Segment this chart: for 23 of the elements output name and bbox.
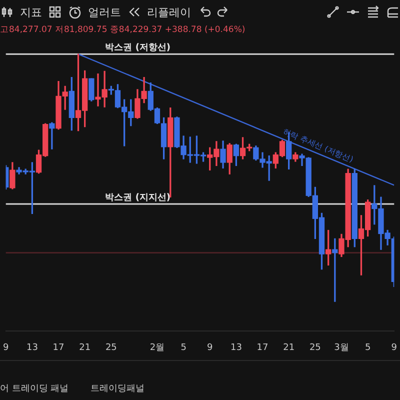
text: 고84,277.07 저81,809.75 종84,229.37 +388.78 (+0.46%) bbox=[0, 24, 246, 36]
text: 지표 bbox=[20, 4, 42, 20]
text: 리플레이 bbox=[147, 4, 191, 20]
x-tick-label: 2월 bbox=[150, 342, 165, 353]
x-tick-label: 9 bbox=[207, 342, 214, 353]
x-tick-label: 9 bbox=[2, 342, 9, 353]
x-tick-label: 13 bbox=[230, 342, 242, 353]
text: 트레이딩패널 bbox=[90, 383, 145, 395]
x-tick-label: 9 bbox=[391, 342, 398, 353]
x-tick-label: 25 bbox=[105, 342, 117, 353]
x-tick-label: 17 bbox=[52, 342, 64, 353]
x-tick-label: 21 bbox=[283, 342, 295, 353]
x-tick-label: 13 bbox=[26, 342, 38, 353]
x-tick-label: 21 bbox=[79, 342, 91, 353]
x-tick-label: 3월 bbox=[334, 342, 349, 353]
x-tick-label: 17 bbox=[256, 342, 268, 353]
x-tick-label: 5 bbox=[180, 342, 186, 353]
ref-line-label: 박스권 (저항선) bbox=[105, 42, 171, 53]
text: 어 트레이딩 패널 bbox=[0, 383, 69, 395]
ref-line-label: 박스권 (지지선) bbox=[105, 192, 171, 203]
x-tick-label: 5 bbox=[364, 342, 371, 353]
text: 얼러트 bbox=[88, 4, 121, 20]
x-tick-label: 25 bbox=[309, 342, 321, 353]
